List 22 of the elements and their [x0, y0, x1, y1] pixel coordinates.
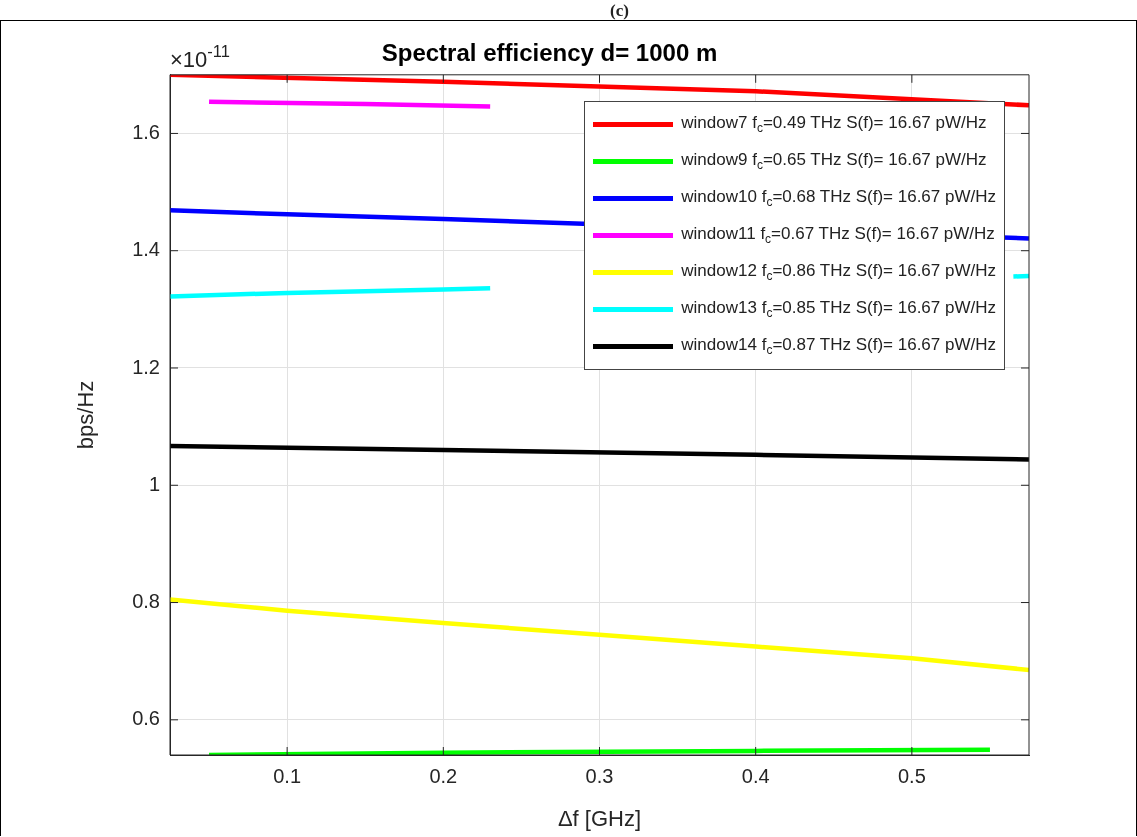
- x-tick-label: 0.5: [897, 764, 926, 787]
- x-tick-label: 0.4: [741, 764, 770, 787]
- y-tick-label: 1.4: [132, 238, 160, 261]
- legend-label: window10 f$_{c}$=0.68 THz S(f)= 16.67 pW/Hz: [681, 187, 996, 210]
- chart-title: Spectral efficiency d= 1000 m: [381, 39, 718, 67]
- y-tick-label: 1.6: [132, 120, 160, 143]
- y-tick-label: 0.6: [132, 707, 160, 730]
- legend-label: window13 f$_{c}$=0.85 THz S(f)= 16.67 pW/Hz: [681, 298, 996, 321]
- legend-label: window12 f$_{c}$=0.86 THz S(f)= 16.67 pW/Hz: [681, 261, 996, 284]
- x-tick-label: 0.3: [585, 764, 614, 787]
- legend-label: window14 f$_{c}$=0.87 THz S(f)= 16.67 pW/Hz: [681, 335, 996, 358]
- y-tick-label: 0.8: [132, 590, 160, 613]
- y-tick-label: 1.2: [132, 355, 160, 378]
- legend-label: window9 f$_{c}$=0.65 THz S(f)= 16.67 pW/Hz: [681, 150, 987, 173]
- legend-label: window11 f$_{c}$=0.67 THz S(f)= 16.67 pW/Hz: [681, 224, 995, 247]
- x-axis-title: Δf [GHz]: [557, 805, 642, 831]
- y-axis-title: bps/Hz: [73, 380, 99, 450]
- y-tick-label: 1: [148, 472, 160, 495]
- x-tick-label: 0.1: [273, 764, 302, 787]
- text: (c): [610, 1, 629, 20]
- x-tick-label: 0.2: [429, 764, 458, 787]
- legend-label: window7 f$_{c}$=0.49 THz S(f)= 16.67 pW/Hz: [681, 113, 987, 136]
